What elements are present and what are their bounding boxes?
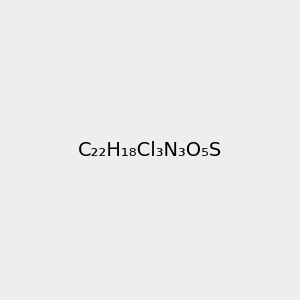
Text: C₂₂H₁₈Cl₃N₃O₅S: C₂₂H₁₈Cl₃N₃O₅S xyxy=(78,140,222,160)
